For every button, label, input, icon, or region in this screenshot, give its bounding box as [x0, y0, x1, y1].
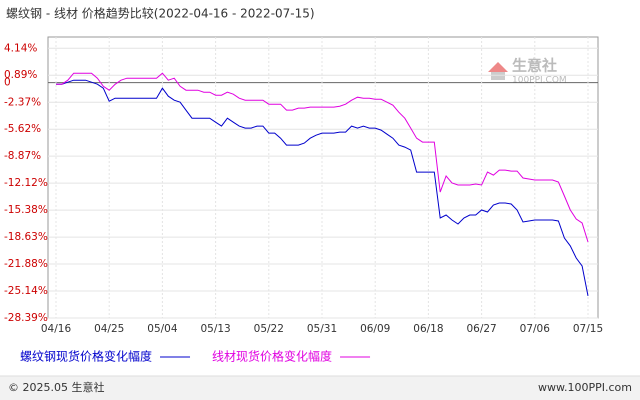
watermark-site: 100PPI.COM: [512, 76, 567, 86]
x-tick-label: 05/04: [147, 323, 178, 335]
x-tick-label: 06/18: [413, 323, 443, 335]
y-tick-label: -25.14%: [4, 285, 48, 297]
chart-title: 螺纹钢 - 线材 价格趋势比较(2022-04-16 - 2022-07-15): [6, 6, 315, 21]
y-tick-label: -8.87%: [4, 150, 41, 162]
x-tick-label: 05/22: [254, 323, 284, 335]
y-tick-label: -18.63%: [4, 231, 48, 243]
x-tick-label: 05/31: [307, 323, 337, 335]
x-tick-label: 07/06: [520, 323, 551, 335]
legend-label: 线材现货价格变化幅度: [212, 349, 332, 364]
watermark-icon: [488, 62, 508, 72]
footer-bar: [0, 376, 640, 400]
x-tick-label: 04/25: [94, 323, 124, 335]
x-tick-label: 05/13: [200, 323, 230, 335]
y-tick-label: -5.62%: [4, 123, 41, 135]
y-tick-label: -21.88%: [4, 258, 48, 270]
x-tick-label: 06/27: [466, 323, 496, 335]
y-tick-label: -28.39%: [4, 312, 48, 324]
y-tick-label: -12.12%: [4, 177, 48, 189]
series-line: [56, 79, 589, 296]
x-tick-label: 06/09: [360, 323, 390, 335]
x-tick-label: 07/15: [573, 323, 603, 335]
y-tick-label: 0.89%: [4, 69, 37, 81]
y-tick-label: -2.37%: [4, 96, 41, 108]
y-tick-label: 4.14%: [4, 42, 37, 54]
x-tick-label: 04/16: [41, 323, 72, 335]
y-tick-label: -15.38%: [4, 204, 48, 216]
series-line: [56, 72, 589, 243]
footer-copyright: © 2025.05 生意社: [8, 380, 104, 394]
watermark-icon-base: [491, 72, 505, 80]
footer-site: www.100PPI.com: [538, 381, 632, 394]
legend-label: 螺纹钢现货价格变化幅度: [20, 349, 152, 364]
y-tick-label: 0: [4, 77, 11, 89]
